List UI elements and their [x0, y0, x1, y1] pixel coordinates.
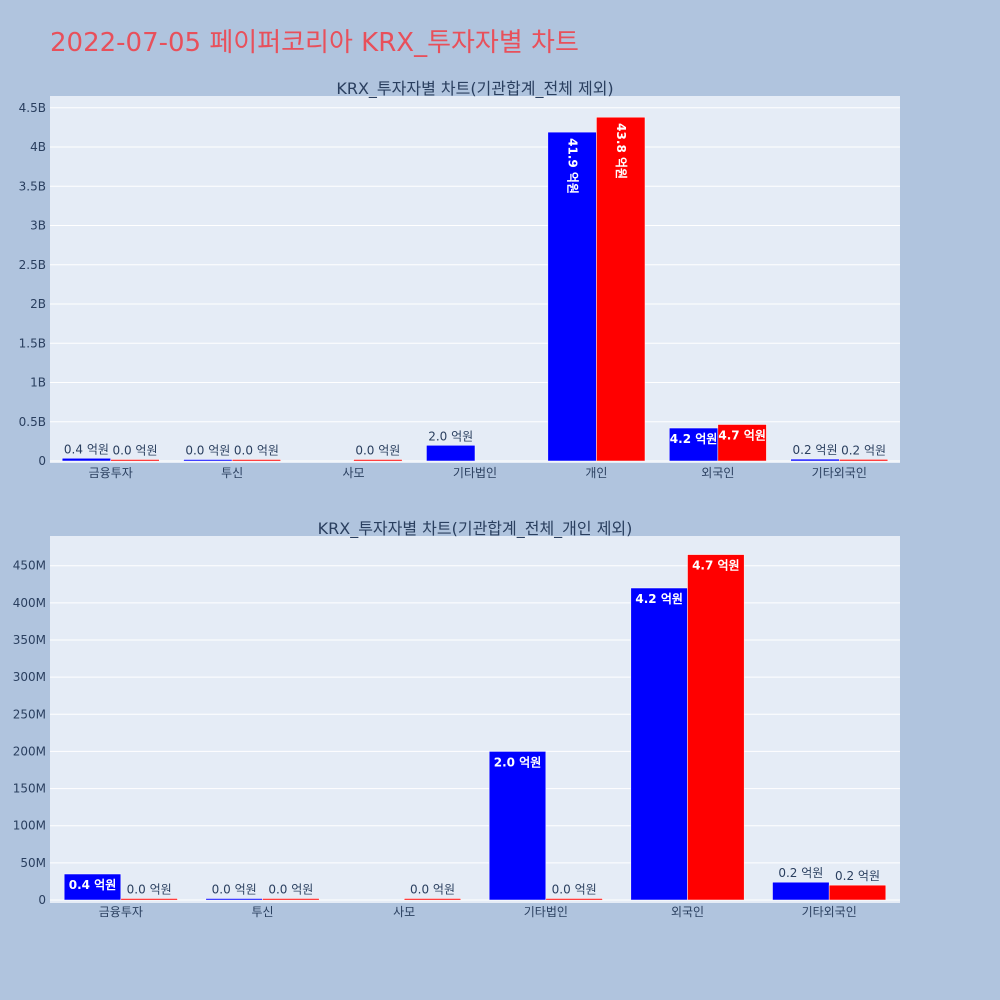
bar: [63, 873, 122, 901]
x-tick-label: 외국인: [701, 466, 734, 480]
page-title: 2022-07-05 페이퍼코리아 KRX_투자자별 차트: [50, 28, 579, 58]
data-label: 0.0 억원: [552, 883, 597, 897]
x-tick-label: 사모: [343, 466, 365, 480]
bar: [839, 459, 889, 462]
bar: [488, 751, 547, 901]
plot-area: [50, 96, 900, 463]
bar: [547, 131, 597, 462]
data-label: 0.2 억원: [778, 866, 823, 880]
bar: [262, 898, 320, 901]
y-tick-label: 350M: [13, 633, 46, 647]
x-tick-label: 사모: [393, 905, 415, 919]
data-label: 2.0 억원: [428, 429, 473, 443]
y-tick-label: 250M: [13, 707, 46, 721]
data-label: 0.2 억원: [835, 869, 880, 883]
bar: [61, 458, 111, 462]
y-tick-label: 2B: [30, 297, 46, 311]
data-label: 0.0 억원: [234, 444, 279, 458]
y-tick-label: 3.5B: [19, 179, 46, 193]
data-label: 0.2 억원: [793, 443, 838, 457]
y-tick-label: 4.5B: [19, 101, 46, 115]
data-label: 0.4 억원: [69, 878, 117, 892]
y-tick-label: 1.5B: [19, 336, 46, 350]
x-axis: 금융투자 투신 사모 기타법인 외국인 기타외국인: [99, 905, 857, 919]
x-tick-label: 기타법인: [524, 905, 568, 919]
data-label: 4.2 억원: [670, 432, 718, 446]
bar: [790, 458, 840, 462]
bar: [630, 587, 688, 901]
y-axis: 0 0.5B 1B 1.5B 2B 2.5B 3B 3.5B 4B 4.5B: [19, 101, 46, 468]
x-tick-label: 금융투자: [89, 466, 133, 480]
data-label: 4.2 억원: [635, 592, 683, 606]
x-tick-label: 투신: [221, 466, 243, 480]
bar: [183, 459, 233, 462]
bars: [61, 116, 889, 462]
bar: [772, 881, 830, 901]
y-tick-label: 100M: [13, 819, 46, 833]
bars: [63, 554, 887, 901]
bar: [545, 898, 603, 901]
gridlines: [50, 565, 900, 901]
bar: [110, 459, 160, 462]
x-axis: 금융투자 투신 사모 기타법인 개인 외국인 기타외국인: [89, 466, 867, 480]
bar: [205, 898, 263, 901]
y-tick-label: 400M: [13, 596, 46, 610]
chart-top: KRX_투자자별 차트(기관합계_전체 제외) 0 0.5B 1B 1.5B 2B 2.5…: [19, 79, 900, 480]
data-label: 0.0 억원: [127, 883, 172, 897]
data-label: 0.0 억원: [212, 883, 257, 897]
data-label: 4.7 억원: [692, 559, 740, 573]
y-tick-label: 300M: [13, 670, 46, 684]
y-tick-label: 450M: [13, 559, 46, 573]
gridlines: [50, 107, 900, 462]
data-label: 0.0 억원: [410, 883, 455, 897]
x-tick-label: 기타법인: [453, 466, 497, 480]
data-labels: 0.4 억원 0.0 억원 0.0 억원 0.0 억원 0.0 억원 2.0 억원 0.0 …: [69, 559, 880, 897]
data-label: 0.4 억원: [64, 442, 109, 456]
x-tick-label: 개인: [585, 466, 607, 480]
y-tick-label: 0: [38, 454, 46, 468]
chart-title: KRX_투자자별 차트(기관합계_전체 제외): [336, 79, 613, 99]
x-tick-label: 기타외국인: [802, 905, 857, 919]
plot-area: [50, 536, 900, 903]
y-tick-label: 4B: [30, 140, 46, 154]
data-label: 43.8 억원: [614, 123, 628, 179]
y-tick-label: 200M: [13, 744, 46, 758]
bar: [231, 459, 281, 462]
bar: [828, 884, 887, 901]
y-tick-label: 2.5B: [19, 258, 46, 272]
y-tick-label: 50M: [20, 856, 46, 870]
bar: [353, 459, 403, 462]
data-label: 41.9 억원: [566, 138, 580, 194]
x-tick-label: 투신: [251, 905, 273, 919]
bar: [687, 554, 745, 901]
chart-bottom: KRX_투자자별 차트(기관합계_전체_개인 제외) 0 50M 100M 150M 2…: [13, 519, 900, 919]
data-labels: 0.4 억원 0.0 억원 0.0 억원 0.0 억원 0.0 억원 2.0 억원 41.9…: [64, 123, 886, 457]
data-label: 0.2 억원: [841, 443, 886, 457]
bar: [596, 116, 646, 462]
x-tick-label: 외국인: [671, 905, 704, 919]
y-tick-label: 0: [38, 893, 46, 907]
y-tick-label: 3B: [30, 219, 46, 233]
x-tick-label: 금융투자: [99, 905, 143, 919]
bar: [717, 424, 767, 462]
bar: [120, 898, 178, 901]
y-tick-label: 0.5B: [19, 415, 46, 429]
y-tick-label: 1B: [30, 376, 46, 390]
data-label: 0.0 억원: [268, 883, 313, 897]
data-label: 0.0 억원: [113, 444, 158, 458]
data-label: 0.0 억원: [355, 444, 400, 458]
y-tick-label: 150M: [13, 782, 46, 796]
data-label: 0.0 억원: [185, 444, 230, 458]
bar: [403, 898, 462, 901]
bar: [426, 445, 476, 462]
data-label: 2.0 억원: [494, 755, 542, 769]
data-label: 4.7 억원: [718, 429, 766, 443]
chart-title: KRX_투자자별 차트(기관합계_전체_개인 제외): [318, 519, 633, 539]
y-axis: 0 50M 100M 150M 200M 250M 300M 350M 400M 450M: [13, 559, 46, 907]
x-tick-label: 기타외국인: [812, 466, 867, 480]
